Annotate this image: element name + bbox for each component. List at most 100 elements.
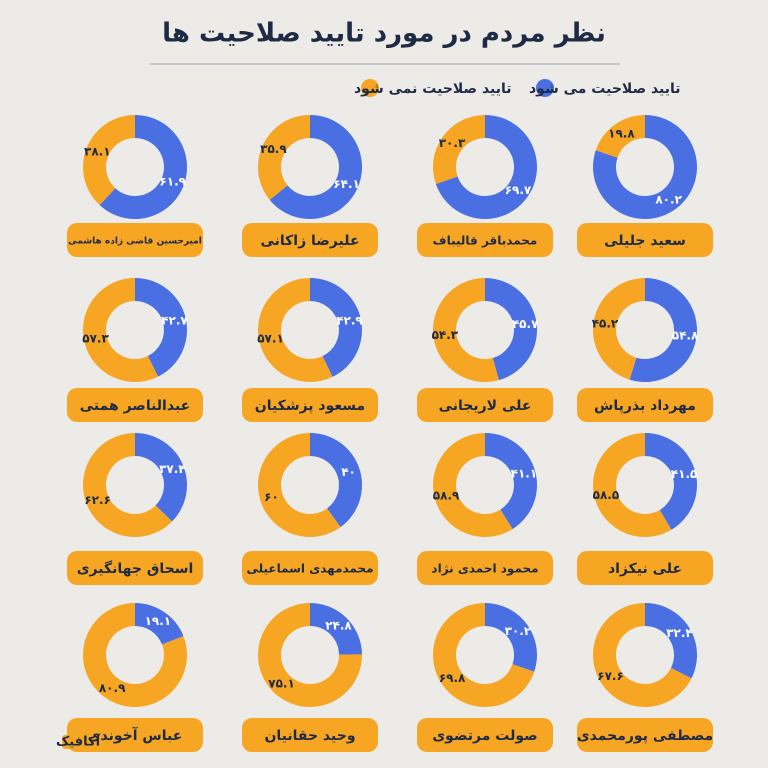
legend-swatch: [536, 79, 554, 97]
value-label: ۳۰.۲: [505, 624, 532, 638]
donut-segment: [258, 603, 363, 707]
donut-segment: [135, 603, 184, 645]
donut-segment: [593, 433, 672, 537]
name-pill: [242, 718, 378, 752]
value-label: ۸۰.۲: [655, 192, 682, 206]
value-label: ۷۵.۱: [268, 676, 295, 690]
candidate-name: سعید جلیلی: [604, 233, 686, 249]
name-pill: [242, 388, 378, 422]
value-label: ۵۴.۳: [432, 328, 459, 342]
donut-segment: [257, 278, 333, 383]
legend-swatch: [361, 79, 379, 97]
donut-segment: [435, 115, 538, 220]
value-label: ۵۷.۳: [82, 332, 109, 346]
donut-segment: [269, 115, 363, 220]
legend: تایید صلاحیت می شود تایید صلاحیت نمی شود: [354, 79, 681, 97]
value-label: ۵۷.۱: [257, 331, 284, 345]
donut-segment: [593, 603, 692, 707]
donut-segment: [82, 115, 135, 206]
candidate-name: اسحاق جهانگیری: [77, 560, 194, 577]
donut-segment: [433, 115, 485, 184]
candidate-name: عبدالناصر همتی: [80, 398, 190, 414]
donut-segment: [629, 278, 698, 382]
name-pill: [577, 551, 713, 585]
value-label: ۴۰: [341, 465, 356, 479]
value-label: ۳۷.۴: [159, 462, 186, 476]
value-label: ۶۴.۱: [333, 177, 360, 191]
value-label: ۳۰.۳: [439, 136, 466, 150]
candidate-name: محمود احمدی نژاد: [431, 562, 538, 577]
name-pill: [577, 388, 713, 422]
value-label: ۵۴.۸: [672, 329, 699, 343]
value-label: ۱۹.۸: [608, 127, 635, 141]
brand-logo: آکافیک: [56, 733, 101, 750]
value-label: ۶۹.۷: [505, 183, 532, 197]
title: نظر مردم در مورد تایید صلاحیت ها: [162, 19, 606, 49]
donut-segment: [82, 278, 159, 383]
candidate-name: مصطفی پورمحمدی: [577, 728, 713, 744]
name-pill: [67, 223, 203, 257]
name-pill: [242, 223, 378, 257]
donut-segment: [595, 115, 645, 158]
charts: ۸۰.۲ ۱۹.۸ سعید جلیلی ۶۹.۷ ۳۰.۳ محمدباقر قالیب…: [67, 115, 713, 752]
value-label: ۱۹.۱: [145, 614, 172, 628]
candidate-name: علی لاریجانی: [439, 398, 532, 414]
donut-segment: [310, 278, 362, 377]
value-label: ۶۰: [264, 490, 279, 504]
donut-segment: [433, 603, 535, 708]
candidate-name: امیرحسین قاضی زاده هاشمی: [68, 237, 202, 247]
brand-name: آکافیک: [56, 733, 101, 750]
donut-segment: [485, 433, 537, 530]
name-pill: [417, 223, 553, 257]
donut-segment: [645, 432, 698, 530]
name-pill: [417, 718, 553, 752]
donut-segment: [258, 433, 341, 537]
name-pill: [417, 551, 553, 585]
name-pill: [577, 223, 713, 257]
candidate-name: مهرداد بذرپاش: [594, 398, 696, 414]
legend-label: تایید صلاحیت می شود: [529, 81, 681, 97]
value-label: ۴۱.۱: [511, 466, 538, 480]
value-label: ۴۲.۷: [161, 313, 188, 327]
donut-segment: [593, 278, 645, 380]
candidate-name: محمدمهدی اسماعیلی: [246, 562, 373, 576]
donut-segment: [258, 115, 310, 200]
value-label: ۳۸.۱: [84, 145, 111, 159]
donut-segment: [310, 603, 362, 655]
value-label: ۸۰.۹: [99, 681, 126, 695]
legend-label: تایید صلاحیت نمی شود: [354, 81, 512, 97]
value-label: ۶۷.۶: [597, 669, 624, 683]
name-pill: [417, 388, 553, 422]
donut-segment: [99, 115, 187, 219]
donut-segment: [432, 278, 499, 382]
value-label: ۶۱.۹: [159, 174, 186, 188]
candidate-name: صولت مرتضوی: [432, 728, 537, 744]
name-pill: [67, 551, 203, 585]
donut-segment: [485, 603, 537, 672]
value-label: ۵۸.۹: [433, 489, 460, 503]
value-label: ۴۵.۲: [592, 316, 619, 330]
donut-segment: [645, 603, 697, 679]
donut-segment: [485, 278, 537, 381]
value-label: ۵۸.۵: [593, 488, 620, 502]
donut-segment: [135, 278, 187, 377]
brand-icon: [62, 735, 76, 749]
name-pill: [577, 718, 713, 752]
candidate-name: محمدباقر قالیباف: [433, 234, 538, 248]
candidate-name: مسعود پزشکیان: [255, 398, 365, 414]
value-label: ۲۴.۸: [325, 619, 352, 633]
value-label: ۳۵.۹: [260, 142, 287, 156]
value-label: ۶۹.۸: [439, 671, 466, 685]
name-pill: [67, 388, 203, 422]
name-pill: [242, 551, 378, 585]
value-label: ۴۱.۵: [671, 467, 698, 481]
value-label: ۴۵.۷: [512, 317, 539, 331]
value-label: ۳۲.۴: [666, 626, 693, 640]
donut-segment: [135, 433, 188, 522]
candidate-name: علی نیکزاد: [608, 561, 682, 577]
candidate-name: وحید حقانیان: [264, 728, 355, 744]
name-pill: [67, 718, 203, 752]
donut-segment: [433, 433, 513, 537]
